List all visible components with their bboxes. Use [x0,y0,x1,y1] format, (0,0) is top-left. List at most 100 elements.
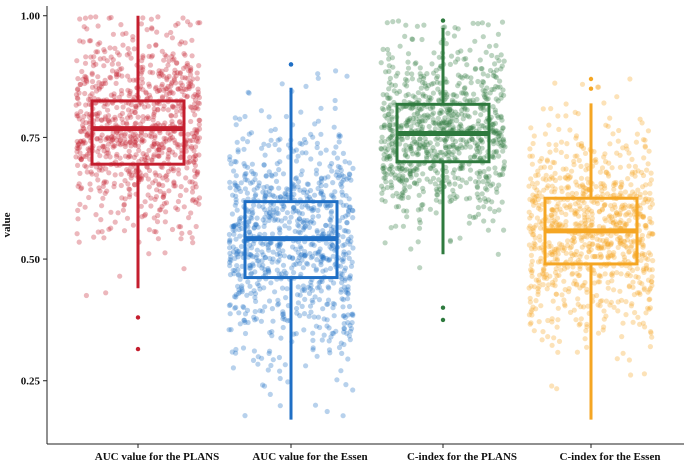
data-point [186,80,192,86]
data-point [334,155,341,161]
data-point [555,222,561,229]
data-point [549,316,555,322]
data-point [100,81,106,87]
data-point [84,111,90,117]
data-point [185,160,192,166]
data-point [89,171,95,177]
data-point [230,249,237,255]
data-point [489,199,495,205]
data-point [562,266,568,272]
data-point [242,163,248,169]
data-point [80,153,86,160]
data-point [191,148,197,154]
data-point [276,225,282,231]
data-point [343,228,349,234]
data-point [417,65,423,71]
data-point [386,111,392,117]
data-point [97,56,103,62]
data-point [249,211,255,217]
data-point [159,164,165,170]
data-point [443,41,449,47]
data-point [97,85,103,91]
data-point [301,136,308,143]
data-point [622,257,628,263]
data-point [579,182,586,188]
data-point [146,167,153,174]
data-point [236,310,242,316]
data-point [480,79,487,85]
data-point [120,104,126,110]
data-point [420,185,426,191]
data-point [166,137,172,143]
data-point [582,279,588,286]
data-point [647,267,653,273]
data-point [227,302,233,308]
data-point [273,171,279,177]
data-point [379,146,385,152]
data-point [484,96,490,102]
data-point [493,170,499,176]
data-point [475,204,481,211]
data-point [238,251,244,257]
data-point [382,240,388,246]
data-point [624,245,630,251]
data-point [475,21,481,27]
data-point [270,207,276,213]
data-point [274,267,280,273]
data-point [171,183,177,189]
data-point [153,84,159,90]
data-point [397,178,404,184]
data-point [618,184,624,190]
data-point [415,109,421,115]
data-point [276,354,282,361]
data-point [238,243,244,250]
data-point [174,70,180,76]
data-point [299,303,305,309]
data-point [340,192,346,198]
data-point [108,14,114,21]
data-point [477,168,483,175]
data-point [166,90,172,96]
data-point [130,222,136,228]
data-point [458,74,464,80]
data-point [412,94,418,100]
data-point [390,64,396,70]
data-point [546,122,552,128]
data-point [262,269,268,276]
data-point [269,185,275,191]
data-point [619,334,625,340]
data-point [89,71,95,77]
data-point [151,114,157,120]
data-point [189,37,195,43]
data-point [388,127,394,133]
data-point [89,78,96,85]
data-point [472,152,478,158]
data-point [482,196,488,202]
data-point [325,297,332,303]
data-point [140,53,146,59]
data-point [605,171,611,177]
data-point [125,154,131,160]
data-point [78,109,84,115]
data-point [410,115,416,122]
data-point [147,95,153,101]
data-point [127,186,133,193]
data-point [125,107,132,113]
data-point [636,290,642,296]
data-point [296,223,302,229]
data-point [88,187,94,193]
data-point [581,212,588,218]
data-point [610,270,616,276]
data-point [576,213,582,219]
data-point [88,54,94,60]
outlier-point [588,76,594,82]
data-point [80,139,86,145]
data-point [194,171,200,177]
outlier-point [440,305,446,310]
data-point [545,334,551,340]
data-point [266,247,272,253]
data-point [645,277,652,283]
data-point [553,291,559,297]
data-point [318,259,324,265]
data-point [111,180,117,186]
